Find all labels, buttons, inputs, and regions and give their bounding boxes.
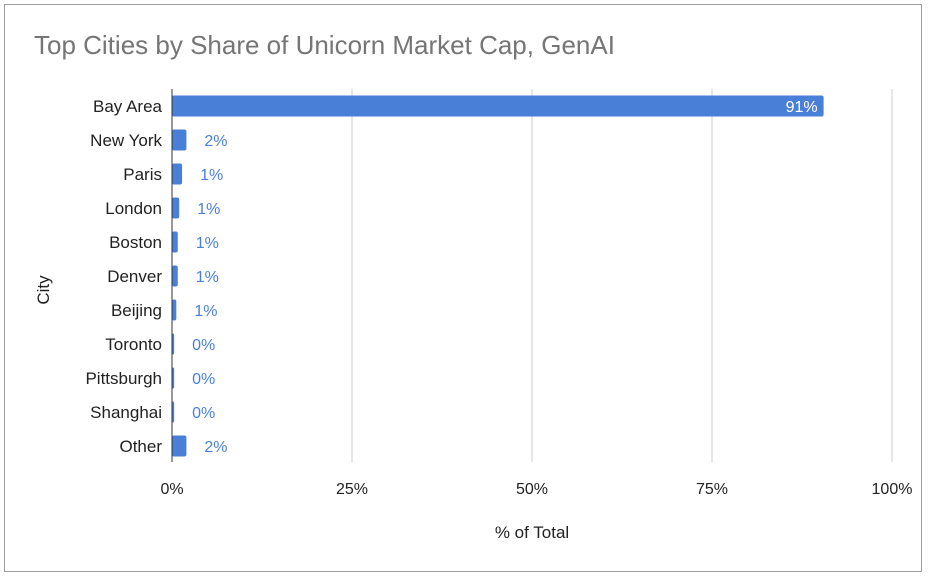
data-label: 1% [200, 167, 223, 184]
bar [172, 333, 175, 355]
bar [172, 95, 824, 117]
x-tick-label: 25% [336, 481, 368, 498]
bar [172, 299, 177, 321]
bar [172, 265, 178, 287]
bar [172, 435, 187, 457]
y-axis-title: City [34, 275, 53, 305]
category-label: Beijing [111, 301, 162, 320]
category-label: Other [119, 437, 162, 456]
bar [172, 197, 180, 219]
category-label: Paris [123, 165, 162, 184]
data-label: 1% [196, 235, 219, 252]
bar [172, 129, 187, 151]
gridlines [351, 89, 893, 462]
data-label: 1% [197, 201, 220, 218]
category-labels: Bay Area New York Paris London Boston Denver B… [85, 97, 162, 456]
chart-title: Top Cities by Share of Unicorn Market Ca… [34, 30, 615, 60]
data-label: 0% [192, 337, 215, 354]
category-label: Boston [109, 233, 162, 252]
data-label: 0% [192, 405, 215, 422]
category-label: Shanghai [90, 403, 162, 422]
bar [172, 163, 183, 185]
data-label: 91% [786, 99, 818, 116]
data-label: 1% [194, 303, 217, 320]
bar [172, 367, 175, 389]
bar [172, 231, 178, 253]
category-label: Pittsburgh [85, 369, 162, 388]
bar [172, 401, 175, 423]
data-label: 2% [204, 439, 227, 456]
bars [172, 95, 824, 457]
data-label: 1% [196, 269, 219, 286]
x-tick-label: 0% [160, 481, 183, 498]
category-label: Denver [107, 267, 162, 286]
data-label: 2% [204, 133, 227, 150]
category-label: Bay Area [93, 97, 163, 116]
x-tick-label: 100% [872, 481, 913, 498]
x-tick-label: 50% [516, 481, 548, 498]
x-axis-title: % of Total [495, 523, 569, 542]
data-labels: 91% 2% 1% 1% 1% 1% 1% 0% 0% 0% 2% [192, 99, 817, 456]
category-label: London [105, 199, 162, 218]
category-label: New York [90, 131, 162, 150]
category-label: Toronto [105, 335, 162, 354]
x-tick-label: 75% [696, 481, 728, 498]
data-label: 0% [192, 371, 215, 388]
x-tick-labels: 0% 25% 50% 75% 100% [160, 481, 912, 498]
